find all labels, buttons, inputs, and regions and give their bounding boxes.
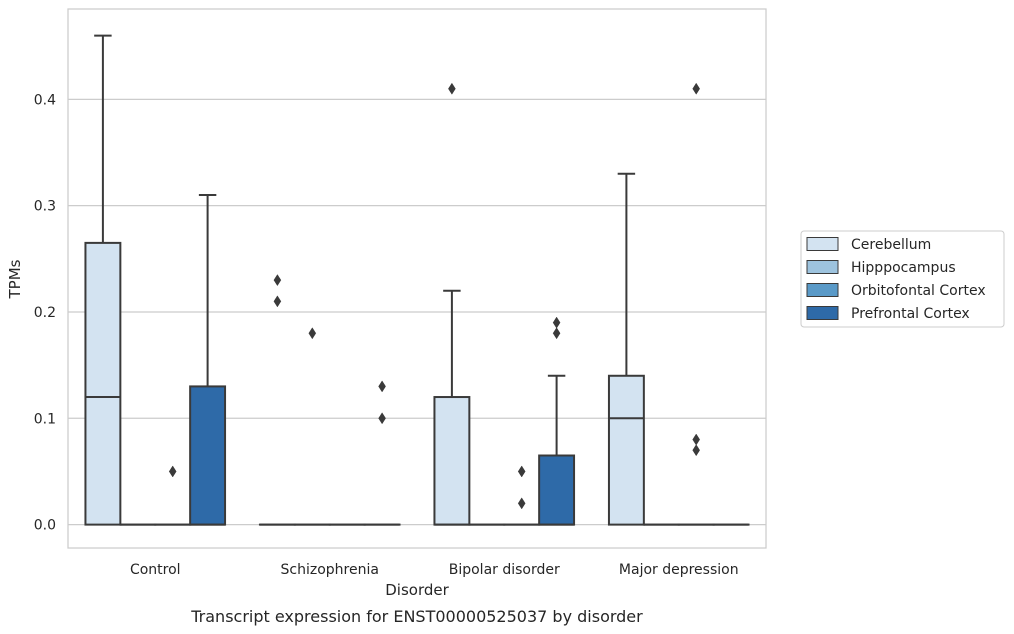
x-tick-labels: Control Schizophrenia Bipolar disorder Majo… <box>130 562 739 578</box>
legend-label: Hipppocampus <box>851 260 956 276</box>
x-tick-label: Major depression <box>619 562 739 578</box>
box <box>84 241 122 526</box>
box-group <box>538 316 576 526</box>
box-group <box>189 194 227 526</box>
outlier-point <box>692 433 700 446</box>
box <box>433 396 471 526</box>
legend-label: Prefrontal Cortex <box>851 306 970 322</box>
x-axis-label: Disorder <box>385 581 449 599</box>
outlier-point <box>692 444 700 457</box>
box-plots <box>84 34 750 526</box>
outlier-point <box>273 274 282 287</box>
legend-swatch <box>806 283 839 297</box>
x-tick-label: Schizophrenia <box>281 562 379 578</box>
outlier-point <box>448 82 456 95</box>
outlier-point <box>378 412 386 425</box>
outlier-point <box>273 295 282 308</box>
legend-swatch <box>806 260 839 274</box>
box-group <box>607 172 645 526</box>
x-tick-label: Bipolar disorder <box>449 562 560 578</box>
x-tick-label: Control <box>130 562 181 578</box>
box <box>607 374 645 526</box>
y-tick-label: 0.3 <box>34 199 56 215</box>
outlier-point <box>552 316 561 329</box>
y-tick-label: 0.1 <box>34 411 56 427</box>
outlier-point <box>692 82 700 95</box>
outlier-point <box>308 327 317 340</box>
outlier-point <box>517 497 526 510</box>
box <box>538 454 576 526</box>
y-tick-label: 0.0 <box>34 518 56 534</box>
plot-frame <box>67 8 767 549</box>
legend-label: Orbitofontal Cortex <box>851 283 986 299</box>
legend: Cerebellum Hipppocampus Orbitofontal Corte… <box>800 230 1005 328</box>
y-tick-labels: 0.0 0.1 0.2 0.3 0.4 <box>34 92 56 533</box>
legend-swatch <box>806 237 839 251</box>
legend-frame <box>800 230 1005 328</box>
box-group <box>363 380 401 526</box>
box-group <box>503 465 541 526</box>
legend-swatch <box>806 306 839 320</box>
y-tick-label: 0.4 <box>34 92 56 108</box>
legend-items: Cerebellum Hipppocampus Orbitofontal Corte… <box>806 237 986 322</box>
box <box>189 385 227 526</box>
legend-label: Cerebellum <box>851 237 931 253</box>
box-group <box>84 34 122 526</box>
outlier-point <box>168 465 177 478</box>
box-group <box>677 82 715 526</box>
y-axis-label: TPMs <box>6 259 24 299</box>
chart-caption: Transcript expression for ENST0000052503… <box>190 607 643 626</box>
box-group <box>293 327 331 526</box>
outlier-point <box>378 380 386 393</box>
y-tick-label: 0.2 <box>34 305 56 321</box>
outlier-point <box>517 465 526 478</box>
grid-lines <box>68 98 766 526</box>
box-group <box>433 82 471 526</box>
outlier-point <box>552 327 561 340</box>
box-group <box>154 465 192 526</box>
